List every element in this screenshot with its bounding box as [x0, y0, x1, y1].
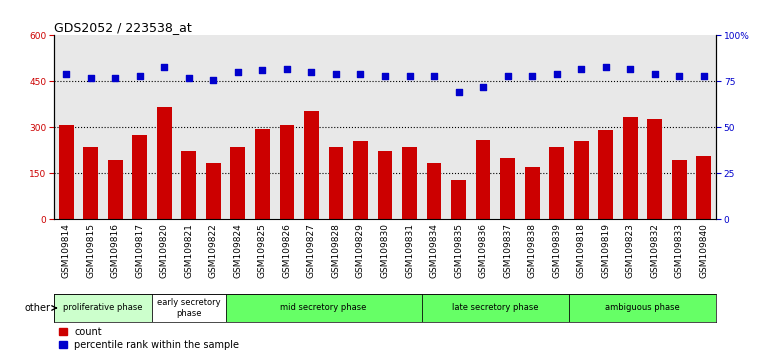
Bar — [152, 294, 226, 322]
Point — [453, 90, 465, 95]
Point — [551, 71, 563, 77]
Bar — [59, 125, 73, 219]
Text: GSM109816: GSM109816 — [111, 223, 119, 278]
Text: GSM109827: GSM109827 — [307, 223, 316, 278]
Text: GSM109836: GSM109836 — [479, 223, 487, 278]
Bar — [525, 167, 540, 219]
Text: other: other — [24, 303, 50, 313]
Bar — [304, 111, 319, 219]
Text: GSM109817: GSM109817 — [136, 223, 144, 278]
Bar — [182, 152, 196, 219]
Point — [403, 73, 416, 79]
Text: GSM109837: GSM109837 — [503, 223, 512, 278]
Text: GDS2052 / 223538_at: GDS2052 / 223538_at — [54, 21, 192, 34]
Text: GSM109822: GSM109822 — [209, 223, 218, 278]
Bar — [230, 147, 245, 219]
Text: early secretory
phase: early secretory phase — [157, 298, 221, 318]
Point — [575, 66, 588, 72]
Point — [281, 66, 293, 72]
Text: late secretory phase: late secretory phase — [452, 303, 539, 313]
Bar — [427, 163, 441, 219]
Text: mid secretory phase: mid secretory phase — [280, 303, 367, 313]
Bar — [451, 179, 466, 219]
Point — [354, 71, 367, 77]
Point — [232, 69, 244, 75]
Point — [182, 75, 195, 81]
Point — [673, 73, 685, 79]
Text: GSM109826: GSM109826 — [283, 223, 291, 278]
Text: GSM109818: GSM109818 — [577, 223, 586, 278]
Bar — [157, 107, 172, 219]
Text: GSM109839: GSM109839 — [552, 223, 561, 278]
Text: GSM109819: GSM109819 — [601, 223, 611, 278]
Point — [256, 68, 269, 73]
Point — [379, 73, 391, 79]
Point — [109, 75, 122, 81]
Bar — [402, 147, 417, 219]
Point — [428, 73, 440, 79]
Bar — [377, 152, 393, 219]
Text: GSM109824: GSM109824 — [233, 223, 243, 278]
Text: GSM109820: GSM109820 — [159, 223, 169, 278]
Text: GSM109815: GSM109815 — [86, 223, 95, 278]
Point — [477, 84, 489, 90]
Bar — [476, 140, 490, 219]
Point — [648, 71, 661, 77]
Text: GSM109823: GSM109823 — [626, 223, 634, 278]
Text: GSM109835: GSM109835 — [454, 223, 463, 278]
Bar — [422, 294, 569, 322]
Text: GSM109834: GSM109834 — [430, 223, 439, 278]
Text: GSM109831: GSM109831 — [405, 223, 414, 278]
Text: proliferative phase: proliferative phase — [63, 303, 142, 313]
Bar — [569, 294, 716, 322]
Text: GSM109814: GSM109814 — [62, 223, 71, 278]
Bar — [672, 160, 687, 219]
Point — [501, 73, 514, 79]
Text: GSM109830: GSM109830 — [380, 223, 390, 278]
Bar — [206, 163, 221, 219]
Point — [60, 71, 72, 77]
Bar — [280, 125, 294, 219]
Bar — [353, 141, 368, 219]
Bar — [500, 158, 515, 219]
Bar — [132, 135, 147, 219]
Text: GSM109832: GSM109832 — [651, 223, 659, 278]
Text: GSM109838: GSM109838 — [527, 223, 537, 278]
Legend: count, percentile rank within the sample: count, percentile rank within the sample — [59, 327, 239, 350]
Bar — [54, 294, 152, 322]
Point — [624, 66, 637, 72]
Text: GSM109840: GSM109840 — [699, 223, 708, 278]
Text: GSM109825: GSM109825 — [258, 223, 267, 278]
Point — [600, 64, 612, 69]
Point — [158, 64, 170, 69]
Text: GSM109829: GSM109829 — [356, 223, 365, 278]
Bar — [598, 130, 613, 219]
Point — [85, 75, 97, 81]
Bar — [697, 156, 711, 219]
Bar — [623, 117, 638, 219]
Bar — [648, 119, 662, 219]
Text: ambiguous phase: ambiguous phase — [605, 303, 680, 313]
Point — [698, 73, 710, 79]
Point — [305, 69, 317, 75]
Bar — [329, 147, 343, 219]
Bar — [226, 294, 422, 322]
Text: GSM109833: GSM109833 — [675, 223, 684, 278]
Bar — [83, 147, 98, 219]
Point — [133, 73, 146, 79]
Point — [207, 77, 219, 82]
Text: GSM109821: GSM109821 — [184, 223, 193, 278]
Bar — [255, 129, 270, 219]
Bar — [108, 160, 122, 219]
Bar — [574, 141, 588, 219]
Bar — [549, 147, 564, 219]
Text: GSM109828: GSM109828 — [331, 223, 340, 278]
Point — [526, 73, 538, 79]
Point — [330, 71, 342, 77]
